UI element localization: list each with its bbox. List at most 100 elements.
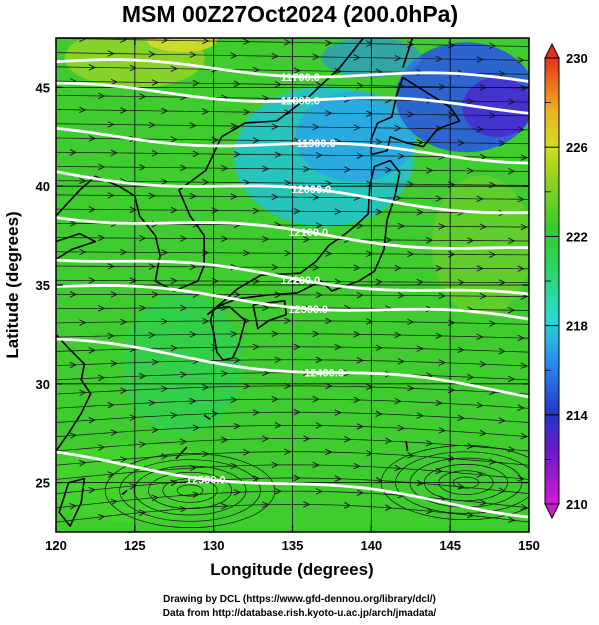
streamline-arrow [120,318,128,326]
streamline-arrow [375,278,383,286]
x-tick-label: 120 [45,538,67,553]
streamline-arrow [416,139,424,146]
streamline-arrow [435,399,443,407]
streamline-arrow [189,122,197,129]
streamline-arrow [344,166,352,173]
streamline-arrow [438,427,446,434]
streamline-arrow [97,513,106,521]
streamline-arrow [284,109,292,116]
streamline-arrow [139,304,147,312]
y-tick-label: 35 [36,278,50,293]
streamline-arrow [180,371,188,378]
streamline-arrow [69,503,77,510]
streamline-arrow [139,93,147,100]
streamline-arrow [78,459,87,467]
streamline-arrow [489,181,497,189]
streamline-arrow [192,150,200,157]
streamline-arrow [366,383,374,391]
streamline-arrow [334,68,342,75]
streamline-arrow [356,222,364,229]
streamline-arrow [233,489,241,496]
streamline-arrow [416,278,424,286]
colorbar-tick-label: 210 [566,497,588,512]
streamline-arrow [220,503,229,510]
streamline-arrow [107,121,115,128]
streamline-arrow [129,277,137,284]
coastline-segment [252,300,287,330]
coastline-segment [56,232,97,260]
streamline-arrow [192,424,200,431]
streamline-arrow [233,423,241,430]
streamline-arrow [416,209,424,216]
x-tick-label: 125 [124,538,146,553]
streamline-arrow [274,488,282,495]
streamline-arrow [139,372,147,380]
streamline-arrow [457,279,465,286]
streamline-arrow [88,417,96,424]
streamline-arrow [161,107,169,115]
streamline-arrow [79,319,87,326]
streamline-arrow [466,442,475,450]
streamline-arrow [353,54,361,61]
streamline-arrow [498,347,506,355]
y-tick-label: 30 [36,377,50,392]
contour-label: 11700.0 [281,72,320,84]
streamline-arrow [394,194,402,202]
streamline-arrow [476,471,484,478]
streamline-arrow [397,292,405,299]
streamline-arrow [315,151,323,159]
streamline-arrow [230,330,238,338]
streamline-arrow [148,331,156,339]
streamline-arrow [161,249,169,256]
x-tick-label: 145 [439,538,461,553]
streamline-arrow [315,488,323,495]
streamline-arrow [98,234,106,242]
streamline-arrow [284,250,292,257]
credit-data-source: Data from http://database.rish.kyoto-u.a… [162,608,437,619]
streamline-arrow [366,110,374,117]
streamline-arrow [161,453,169,460]
streamline-arrow [284,317,292,324]
streamline-arrow [407,250,415,258]
streamline-arrow [170,277,178,285]
streamline-arrow [407,41,415,48]
streamline-arrow [467,97,475,105]
streamline-arrow [189,263,197,271]
streamline-arrow [334,343,342,351]
streamline-arrow [110,498,118,506]
streamline-arrow [274,81,282,88]
contour-line [56,170,529,215]
streamline-arrow [476,265,484,272]
streamline-arrow [353,331,361,338]
streamline-arrow [243,317,251,325]
streamline-arrow [407,111,415,118]
streamline-arrow [312,461,320,469]
contour-label: 12300.0 [288,304,328,316]
streamline-arrow [98,374,106,382]
colorbar-ticks: 210 214 218 222 226 230 [545,51,588,512]
streamline-arrow [325,448,333,456]
streamline-arrow [262,435,270,442]
streamline-arrow [315,222,323,229]
streamline-arrow [479,292,487,300]
streamline-arrow [138,441,147,448]
streamline-arrow [438,292,446,299]
streamline-arrow [284,179,292,187]
streamline-arrow [293,67,301,74]
streamline-arrow [79,177,87,185]
streamline-arrow [120,249,128,256]
streamline-arrow [221,370,229,377]
streamline-arrow [435,55,443,63]
streamline-arrow [356,152,364,159]
streamline-arrow [416,345,424,352]
streamline-arrow [508,98,516,105]
coastline-segment [206,159,401,316]
streamline-arrow [476,401,484,409]
credit-dcl: Drawing by DCL (https://www.gfd-dennou.o… [163,594,436,605]
streamline-arrow [252,207,260,215]
streamline-arrow [271,264,279,271]
streamline-arrow [110,429,118,436]
streamline-arrow [151,358,159,366]
streamline-arrow [79,106,87,114]
streamline-arrow [110,149,118,157]
